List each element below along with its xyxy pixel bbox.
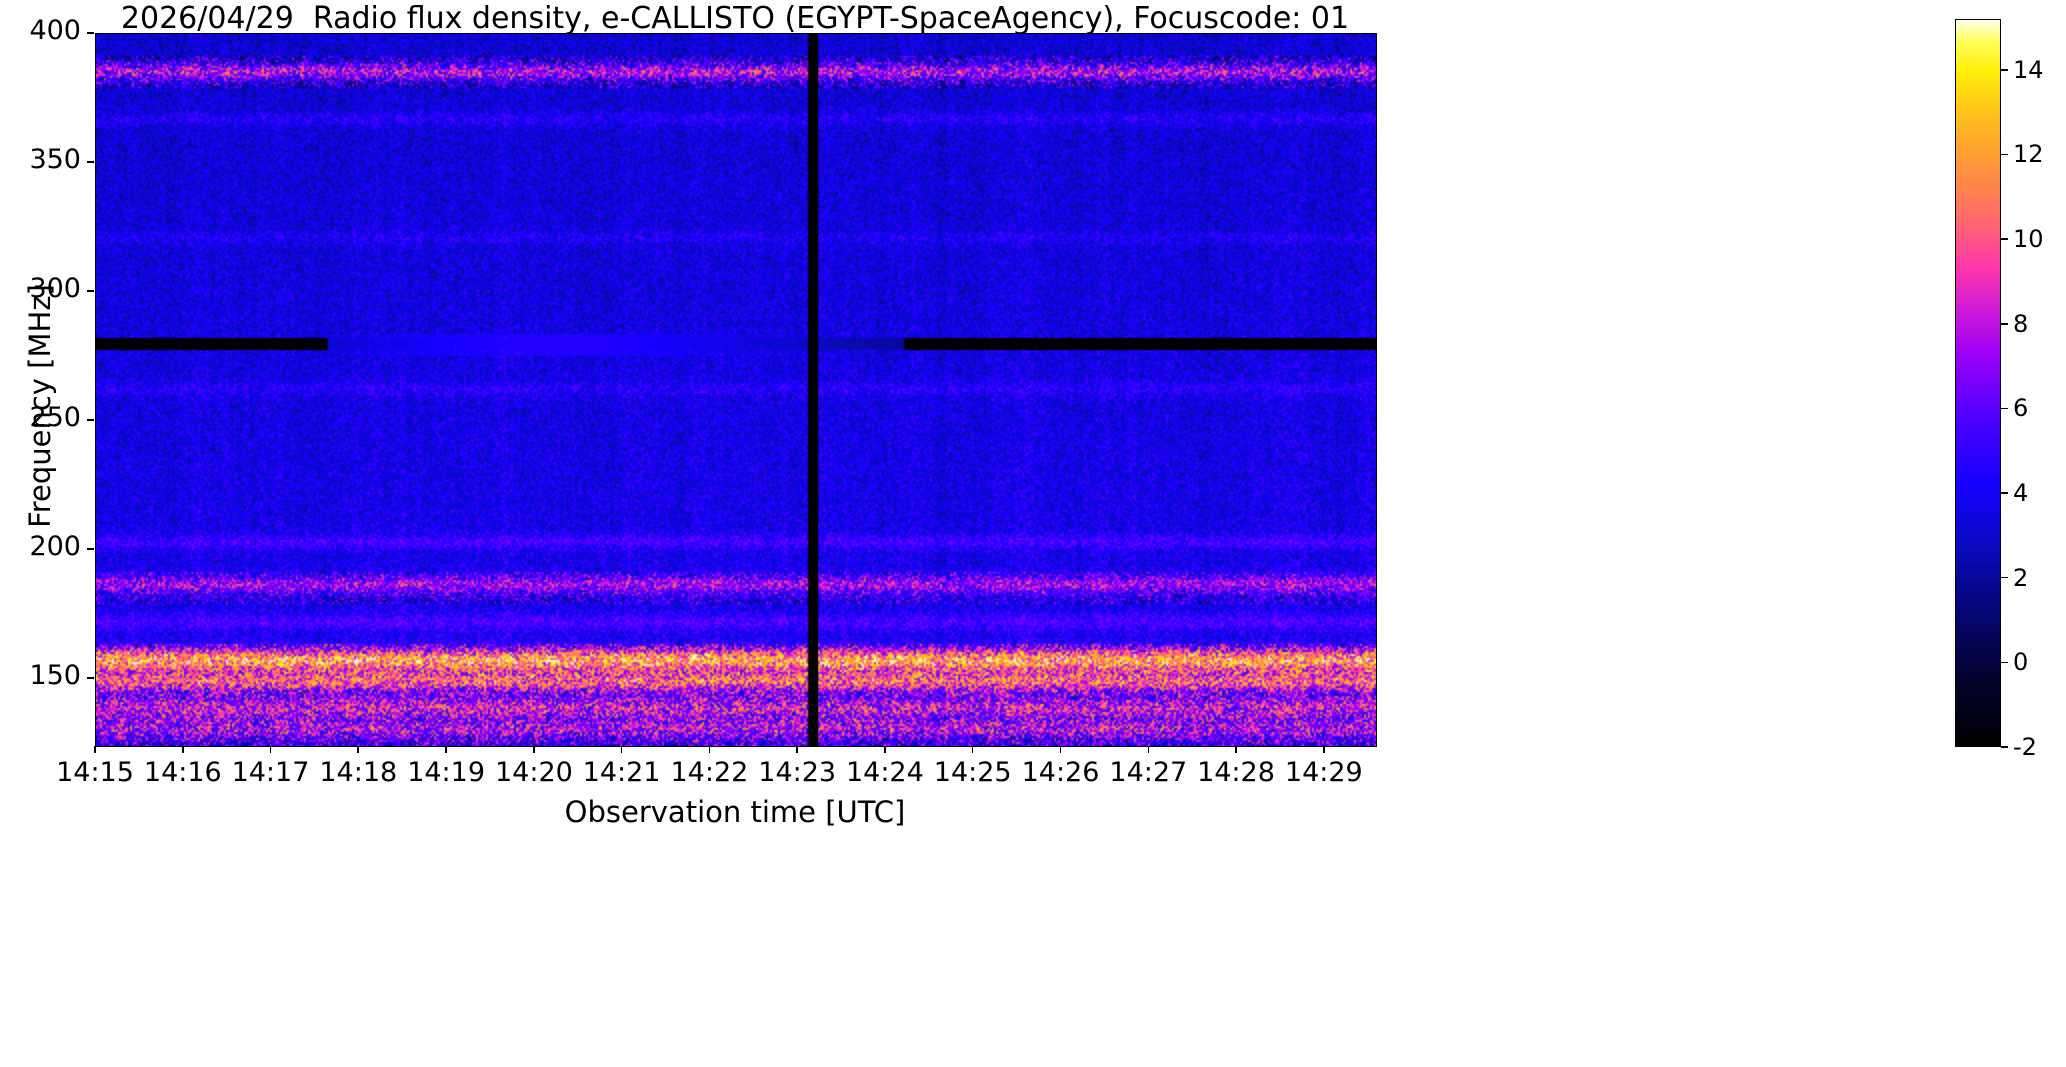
spectrogram-rfi-region-130-155mhz: [96, 614, 1376, 746]
spectrogram-bright-streak-280mhz: [377, 327, 916, 339]
x-tick-mark: [796, 746, 798, 753]
x-tick-label: 14:15: [56, 757, 134, 788]
x-tick-label: 14:26: [1021, 757, 1100, 788]
x-tick-label: 14:24: [845, 757, 924, 788]
x-tick-mark: [708, 746, 711, 753]
x-tick-label: 14:20: [495, 757, 573, 788]
colorbar-tick-label: -2: [2013, 733, 2037, 761]
y-tick-label: 250: [29, 401, 81, 433]
x-axis-label: Observation time [UTC]: [564, 795, 906, 829]
y-tick-label: 150: [29, 659, 81, 691]
colorbar-tick-label: 8: [2013, 309, 2029, 338]
x-tick-mark: [620, 746, 623, 753]
colorbar-tick-mark: [2001, 407, 2008, 410]
x-tick-label: 14:23: [758, 757, 837, 788]
colorbar-tick-label: 12: [2013, 140, 2044, 169]
x-tick-label: 14:22: [670, 757, 749, 788]
colorbar-tick-label: 14: [2013, 55, 2044, 84]
x-tick-mark: [445, 746, 447, 753]
colorbar-tick-label: 10: [2013, 225, 2044, 254]
y-tick-label: 200: [29, 530, 81, 562]
colorbar-tick-label: 4: [2013, 479, 2029, 508]
spectrogram-plot-area[interactable]: [95, 33, 1377, 747]
x-tick-mark: [357, 746, 360, 753]
y-tick-mark: [87, 290, 94, 292]
x-tick-label: 14:18: [319, 757, 398, 788]
colorbar-tick-mark: [2001, 492, 2008, 494]
colorbar-tick-mark: [2001, 68, 2008, 71]
y-tick-mark: [87, 161, 94, 163]
x-tick-label: 14:21: [582, 757, 661, 788]
colorbar-tick-label: 0: [2013, 648, 2029, 677]
x-tick-label: 14:27: [1109, 757, 1188, 788]
x-tick-mark: [1323, 746, 1325, 753]
x-tick-label: 14:16: [143, 757, 222, 788]
x-tick-label: 14:17: [231, 757, 310, 788]
colorbar-tick-mark: [2001, 661, 2008, 664]
y-tick-mark: [87, 548, 94, 550]
y-tick-label: 300: [29, 272, 81, 304]
y-tick-mark: [87, 32, 94, 34]
colorbar-tick-mark: [2001, 576, 2008, 579]
colorbar-tick-label: 6: [2013, 394, 2029, 423]
x-tick-label: 14:28: [1197, 757, 1275, 788]
colorbar-tick-mark: [2001, 238, 2008, 240]
colorbar-tick-mark: [2001, 322, 2008, 325]
x-tick-label: 14:19: [407, 757, 485, 788]
page-title: 2026/04/29 Radio flux density, e-CALLIST…: [120, 1, 1350, 36]
colorbar-tick-label: 2: [2013, 563, 2029, 592]
y-tick-label: 400: [29, 15, 81, 46]
x-tick-mark: [94, 746, 96, 753]
y-tick-mark: [87, 677, 94, 679]
colorbar-gradient: [1955, 19, 2001, 747]
spectrogram-time-dropout-line: [811, 34, 818, 746]
x-tick-label: 14:25: [933, 757, 1012, 788]
x-tick-mark: [884, 746, 886, 753]
colorbar-tick-mark: [2001, 746, 2008, 748]
x-tick-mark: [971, 746, 974, 753]
x-tick-mark: [533, 746, 535, 753]
x-tick-mark: [1147, 746, 1150, 753]
x-tick-mark: [1235, 746, 1237, 753]
x-tick-mark: [269, 746, 272, 753]
colorbar[interactable]: -2 0 2 4 6 8 10 12 14: [1955, 19, 2044, 761]
x-tick-label: 14:29: [1284, 757, 1363, 788]
y-tick-label: 350: [29, 143, 81, 175]
x-tick-mark: [182, 746, 184, 753]
colorbar-tick-mark: [2001, 153, 2008, 156]
y-tick-mark: [87, 419, 94, 421]
x-tick-mark: [1059, 746, 1062, 753]
